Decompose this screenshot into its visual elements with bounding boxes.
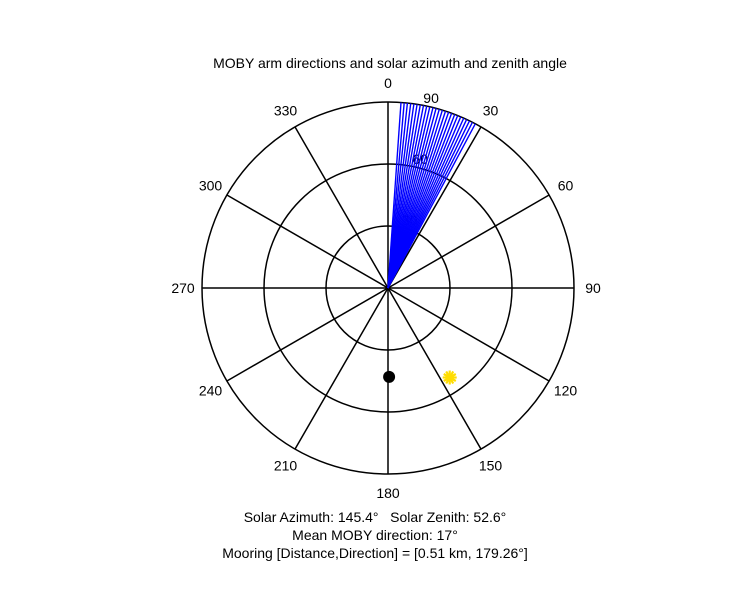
- radial-label-90: 90: [423, 90, 439, 106]
- mooring-caption: Mooring [Distance,Direction] = [0.51 km,…: [222, 545, 528, 561]
- angle-label-60: 60: [558, 178, 574, 194]
- angle-label-300: 300: [199, 178, 223, 194]
- spoke-240: [226, 287, 389, 382]
- spoke-300: [226, 194, 389, 289]
- arm-direction-line-24: [387, 123, 476, 289]
- angle-label-270: 270: [171, 280, 195, 296]
- angle-label-90: 90: [585, 280, 601, 296]
- solar-caption: Solar Azimuth: 145.4° Solar Zenith: 52.6…: [243, 509, 507, 525]
- angle-label-210: 210: [274, 458, 298, 474]
- chart-title: MOBY arm directions and solar azimuth an…: [213, 55, 567, 71]
- angle-label-150: 150: [479, 458, 503, 474]
- angle-label-180: 180: [376, 485, 400, 501]
- mooring-marker: [383, 370, 396, 383]
- angle-label-0: 0: [384, 75, 392, 91]
- angle-label-30: 30: [483, 103, 499, 119]
- angle-label-330: 330: [274, 103, 298, 119]
- moby-direction-caption: Mean MOBY direction: 17°: [292, 527, 458, 543]
- spoke-120: [387, 287, 550, 382]
- sun-marker-ray: [443, 373, 457, 382]
- angle-label-120: 120: [554, 383, 578, 399]
- spoke-60: [387, 194, 550, 289]
- spoke-330: [294, 126, 389, 289]
- angle-label-240: 240: [199, 383, 223, 399]
- sun-marker: [442, 370, 457, 385]
- spoke-210: [294, 287, 389, 450]
- spoke-30: [387, 126, 482, 289]
- spoke-150: [387, 287, 482, 450]
